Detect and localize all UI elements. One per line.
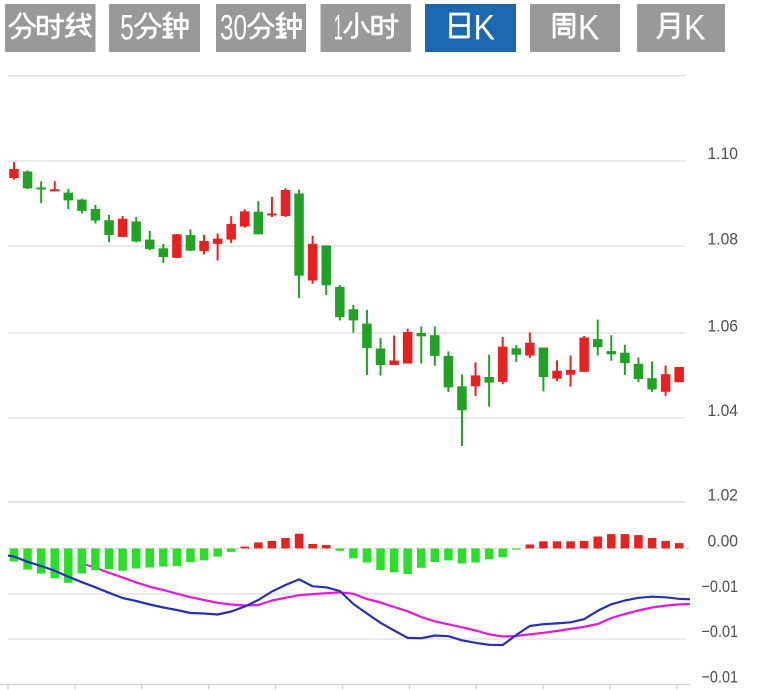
svg-text:−0.01: −0.01 xyxy=(702,668,739,687)
svg-text:−0.01: −0.01 xyxy=(702,577,739,596)
svg-text:5: 5 xyxy=(120,9,134,48)
svg-text:1.10: 1.10 xyxy=(708,144,739,163)
svg-text:1.08: 1.08 xyxy=(708,230,739,249)
svg-text:K: K xyxy=(578,9,600,48)
svg-text:K: K xyxy=(684,9,706,48)
svg-text:−0.01: −0.01 xyxy=(702,622,739,641)
svg-text:0.00: 0.00 xyxy=(708,532,739,551)
svg-text:1.02: 1.02 xyxy=(708,485,739,504)
svg-text:1: 1 xyxy=(334,9,343,48)
svg-text:1.04: 1.04 xyxy=(708,401,739,420)
svg-text:30: 30 xyxy=(220,9,247,48)
svg-text:1.06: 1.06 xyxy=(708,316,739,335)
svg-text:K: K xyxy=(474,9,496,48)
